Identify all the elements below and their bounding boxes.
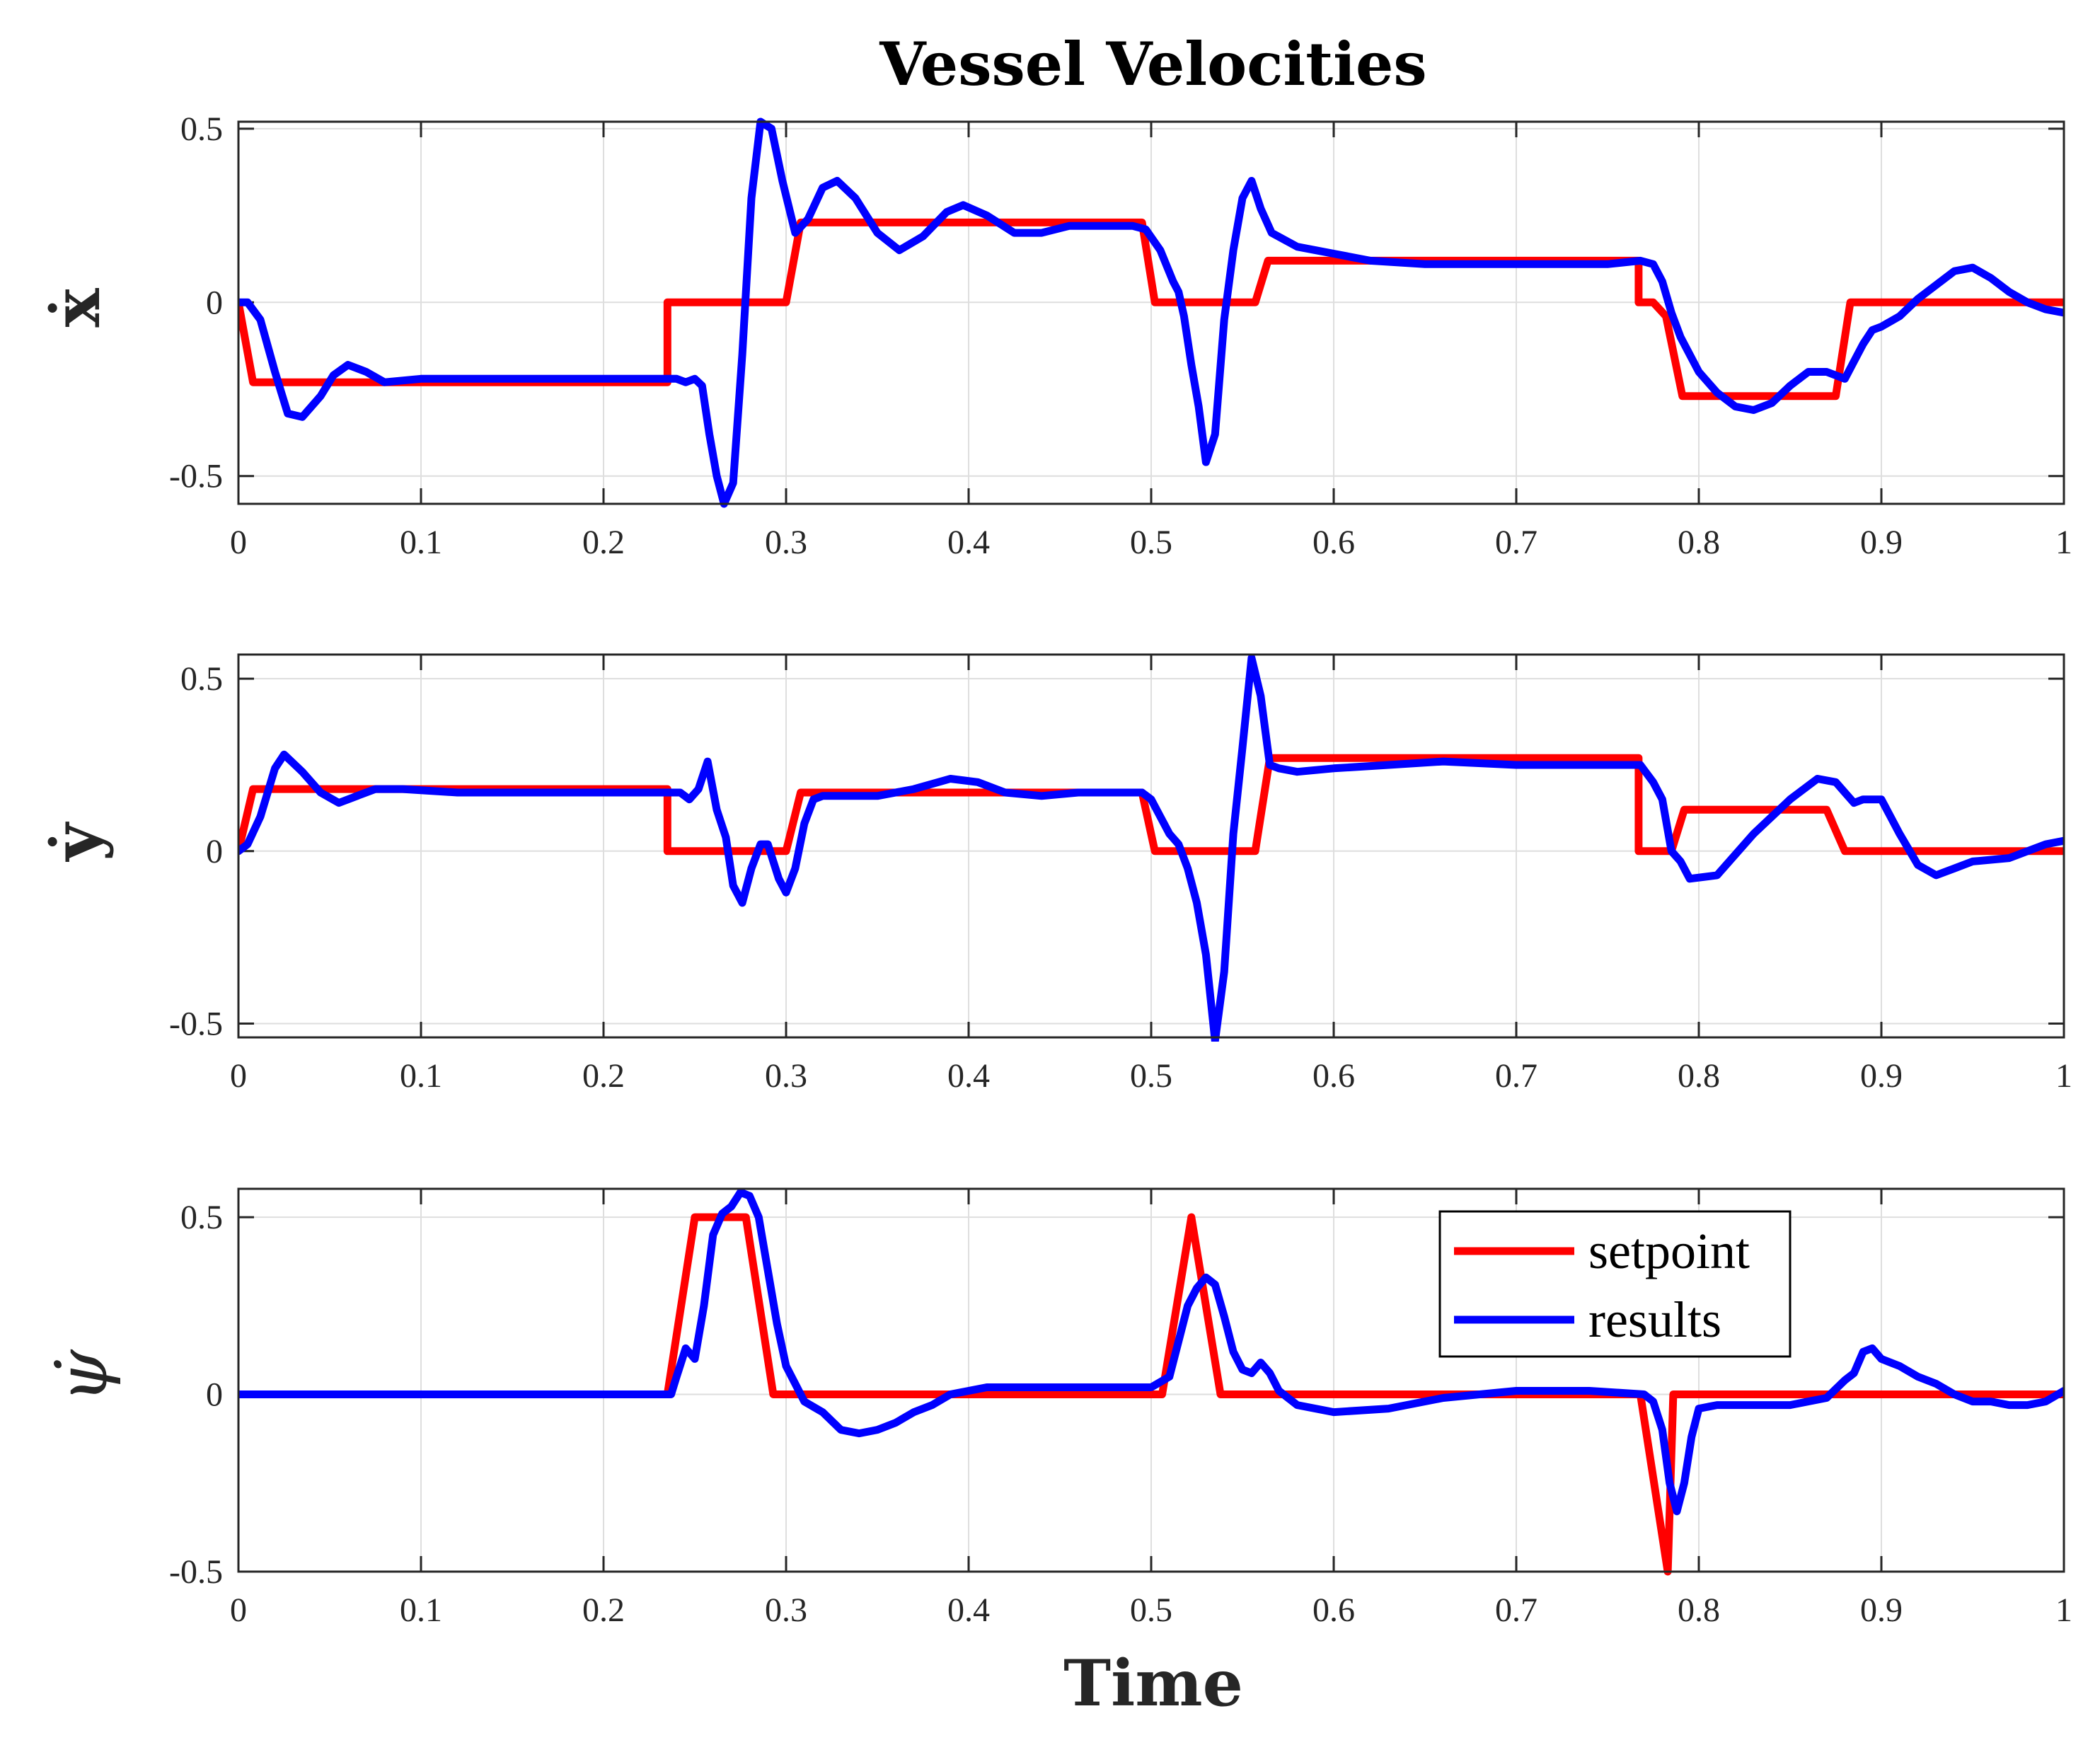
x-tick-label: 0.4: [947, 1591, 990, 1629]
x-tick-label: 0.6: [1312, 1057, 1355, 1095]
y-tick-label: 0.5: [180, 1199, 223, 1236]
x-tick-label: 0.2: [582, 1057, 625, 1095]
x-tick-label: 0.7: [1495, 1057, 1538, 1095]
x-tick-label: 0.2: [582, 524, 625, 561]
x-tick-label: 1: [2055, 1591, 2072, 1629]
x-tick-label: 0: [230, 1057, 247, 1095]
x-tick-label: 0.5: [1130, 1591, 1172, 1629]
lines-y-velocity: [238, 654, 2064, 1042]
x-tick-label: 0.6: [1312, 1591, 1355, 1629]
x-axis-label: Time: [1063, 1646, 1243, 1721]
ylabel-x-velocity: ẋ: [38, 287, 115, 327]
x-tick-label: 0.3: [765, 524, 807, 561]
y-tick-label: -0.5: [169, 1006, 223, 1043]
lines-yaw-rate: [238, 1188, 2064, 1576]
setpoint-line-y-velocity: [238, 754, 2064, 856]
panel-x-velocity: 0 0.1 0.2 0.3 0.4 0.5 0.6 0.7 0.8 0.9 1-0.500.5 ẋ: [38, 110, 2072, 561]
x-tick-label: 0.2: [582, 1591, 625, 1629]
x-tick-label: 0.5: [1130, 1057, 1172, 1095]
panel-yaw-rate: 0 0.1 0.2 0.3 0.4 0.5 0.6 0.7 0.8 0.9 1-0.500.5 ψ̇: [43, 1187, 2072, 1629]
lines-x-velocity: [238, 117, 2064, 508]
y-tick-label: 0: [206, 1376, 223, 1414]
x-tick-label: 0.1: [400, 1591, 442, 1629]
ticks-x-velocity: 0 0.1 0.2 0.3 0.4 0.5 0.6 0.7 0.8 0.9 1-0.500.5: [169, 110, 2072, 561]
legend-label-setpoint: setpoint: [1588, 1223, 1750, 1279]
x-tick-label: 0.4: [947, 1057, 990, 1095]
x-tick-label: 0.9: [1860, 1591, 1903, 1629]
x-tick-label: 0.3: [765, 1057, 807, 1095]
x-tick-label: 0.1: [400, 1057, 442, 1095]
axes-box-y-velocity: [237, 653, 2065, 1039]
legend-box: [1438, 1210, 1792, 1358]
x-tick-label: 0.9: [1860, 1057, 1903, 1095]
results-line-y-velocity: [238, 654, 2064, 1042]
y-tick-label: 0.5: [180, 660, 223, 698]
x-tick-label: 0: [230, 1591, 247, 1629]
ylabel-yaw-rate: ψ̇: [43, 1349, 122, 1403]
legend: setpoint results: [1438, 1210, 1792, 1358]
x-tick-label: 1: [2055, 524, 2072, 561]
x-tick-label: 0.3: [765, 1591, 807, 1629]
x-tick-label: 0.8: [1678, 1591, 1720, 1629]
x-tick-label: 0.4: [947, 524, 990, 561]
y-tick-label: -0.5: [169, 1553, 223, 1591]
setpoint-line-yaw-rate: [238, 1213, 2064, 1576]
y-tick-label: 0: [206, 284, 223, 321]
legend-label-results: results: [1588, 1291, 1721, 1348]
axes-box-x-velocity: [237, 120, 2065, 505]
y-tick-label: 0.5: [180, 110, 223, 148]
x-tick-label: 0: [230, 524, 247, 561]
chart-title: Vessel Velocities: [879, 29, 1426, 99]
x-tick-label: 0.8: [1678, 1057, 1720, 1095]
y-tick-label: -0.5: [169, 458, 223, 495]
results-line-x-velocity: [238, 117, 2064, 508]
y-tick-label: 0: [206, 833, 223, 870]
x-tick-label: 0.8: [1678, 524, 1720, 561]
x-tick-label: 0.7: [1495, 1591, 1538, 1629]
setpoint-line-x-velocity: [238, 218, 2064, 401]
results-line-yaw-rate: [238, 1188, 2064, 1516]
ticks-y-velocity: 0 0.1 0.2 0.3 0.4 0.5 0.6 0.7 0.8 0.9 1-0.500.5: [169, 655, 2072, 1095]
ticks-yaw-rate: 0 0.1 0.2 0.3 0.4 0.5 0.6 0.7 0.8 0.9 1-0.500.5: [169, 1189, 2072, 1629]
x-tick-label: 0.6: [1312, 524, 1355, 561]
panel-y-velocity: 0 0.1 0.2 0.3 0.4 0.5 0.6 0.7 0.8 0.9 1-0.500.5 ẏ: [38, 653, 2072, 1095]
ylabel-y-velocity: ẏ: [38, 822, 115, 863]
x-tick-label: 0.9: [1860, 524, 1903, 561]
axes-box-yaw-rate: [237, 1187, 2065, 1573]
x-tick-label: 0.7: [1495, 524, 1538, 561]
x-tick-label: 1: [2055, 1057, 2072, 1095]
x-tick-label: 0.1: [400, 524, 442, 561]
x-tick-label: 0.5: [1130, 524, 1172, 561]
